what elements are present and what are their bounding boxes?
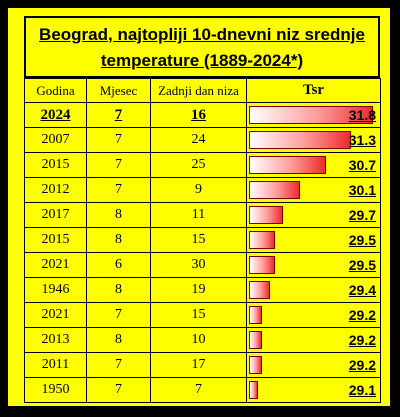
table-row: 2021 7 15 29.2 [24,302,381,328]
tsr-bar [249,256,275,274]
cell-tsr: 30.1 [246,177,381,203]
cell-tsr: 31.8 [246,102,381,128]
tsr-bar [249,281,270,299]
tsr-bar [249,131,351,149]
table-row: 1950 7 7 29.1 [24,377,381,403]
tsr-value: 29.2 [348,357,376,373]
tsr-bar [249,331,262,349]
tsr-value: 31.8 [348,107,376,123]
header-tsr: Tsr [246,78,381,103]
cell-year: 2015 [24,152,87,178]
tsr-value: 29.5 [348,257,376,273]
cell-tsr: 29.1 [246,377,381,403]
cell-last-day: 9 [150,177,247,203]
cell-last-day: 17 [150,352,247,378]
cell-last-day: 25 [150,152,247,178]
tsr-bar [249,206,283,224]
table-row: 2013 8 10 29.2 [24,327,381,353]
tsr-value: 29.2 [348,307,376,323]
table-row: 2015 8 15 29.5 [24,227,381,253]
data-table: Godina Mjesec Zadnji dan niza Tsr 2024 7 1… [24,78,381,403]
tsr-bar [249,231,275,249]
cell-year: 2021 [24,302,87,328]
cell-year: 2013 [24,327,87,353]
title-line-2: temperature (1889-2024*) [100,51,304,70]
tsr-bar [249,181,300,199]
cell-last-day: 19 [150,277,247,303]
tsr-bar [249,356,262,374]
cell-last-day: 15 [150,227,247,253]
tsr-bar [249,156,326,174]
cell-year: 1950 [24,377,87,403]
cell-tsr: 29.2 [246,327,381,353]
cell-month: 7 [86,102,151,128]
table-row: 2015 7 25 30.7 [24,152,381,178]
cell-month: 7 [86,302,151,328]
cell-year: 1946 [24,277,87,303]
table-row: 2007 7 24 31.3 [24,127,381,153]
table-row: 2012 7 9 30.1 [24,177,381,203]
tsr-value: 30.1 [348,182,376,198]
tsr-value: 29.5 [348,232,376,248]
cell-last-day: 7 [150,377,247,403]
cell-tsr: 29.2 [246,352,381,378]
cell-last-day: 24 [150,127,247,153]
cell-tsr: 29.5 [246,227,381,253]
cell-month: 7 [86,352,151,378]
cell-year: 2024 [24,102,87,128]
cell-year: 2015 [24,227,87,253]
cell-tsr: 29.5 [246,252,381,278]
cell-tsr: 29.4 [246,277,381,303]
cell-month: 8 [86,327,151,353]
cell-last-day: 16 [150,102,247,128]
tsr-bar [249,306,262,324]
table-row: 2011 7 17 29.2 [24,352,381,378]
cell-tsr: 31.3 [246,127,381,153]
cell-month: 7 [86,127,151,153]
tsr-bar [249,106,373,124]
chart-title: Beograd, najtopliji 10-dnevni niz srednj… [24,16,380,78]
tsr-value: 31.3 [348,132,376,148]
tsr-value: 30.7 [348,157,376,173]
tsr-value: 29.7 [348,207,376,223]
cell-month: 8 [86,202,151,228]
cell-tsr: 30.7 [246,152,381,178]
cell-last-day: 30 [150,252,247,278]
table-row: 2017 8 11 29.7 [24,202,381,228]
header-last-day: Zadnji dan niza [150,78,247,103]
cell-year: 2011 [24,352,87,378]
cell-month: 6 [86,252,151,278]
cell-year: 2012 [24,177,87,203]
title-line-1: Beograd, najtopliji 10-dnevni niz srednj… [39,25,365,44]
cell-month: 8 [86,277,151,303]
cell-month: 7 [86,177,151,203]
cell-last-day: 11 [150,202,247,228]
cell-month: 8 [86,227,151,253]
cell-last-day: 15 [150,302,247,328]
cell-last-day: 10 [150,327,247,353]
header-year: Godina [24,78,87,103]
tsr-value: 29.1 [348,382,376,398]
cell-tsr: 29.7 [246,202,381,228]
tsr-value: 29.4 [348,282,376,298]
cell-year: 2021 [24,252,87,278]
table-row: 2024 7 16 31.8 [24,102,381,128]
cell-year: 2017 [24,202,87,228]
table-row: 1946 8 19 29.4 [24,277,381,303]
tsr-bar [249,381,258,399]
cell-year: 2007 [24,127,87,153]
cell-month: 7 [86,377,151,403]
tsr-value: 29.2 [348,332,376,348]
cell-tsr: 29.2 [246,302,381,328]
header-row: Godina Mjesec Zadnji dan niza Tsr [24,78,381,103]
cell-month: 7 [86,152,151,178]
table-row: 2021 6 30 29.5 [24,252,381,278]
header-month: Mjesec [86,78,151,103]
